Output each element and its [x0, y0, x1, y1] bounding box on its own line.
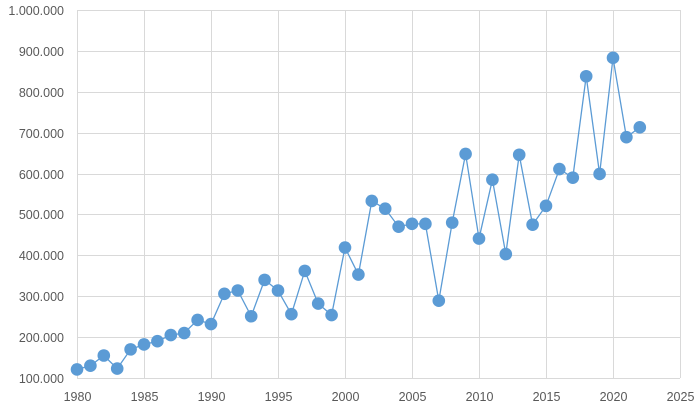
data-point — [70, 363, 84, 376]
data-point — [579, 69, 593, 83]
data-point — [593, 167, 606, 181]
data-point — [244, 309, 258, 323]
data-point — [218, 287, 231, 301]
data-point — [539, 199, 553, 213]
data-point — [378, 202, 392, 216]
data-point — [499, 247, 513, 261]
data-point — [512, 148, 526, 162]
x-tick-label: 1990 — [198, 390, 226, 404]
data-point — [459, 147, 472, 161]
data-point — [405, 217, 419, 231]
data-point — [445, 216, 459, 229]
data-point — [311, 297, 325, 310]
gridlines — [77, 10, 681, 379]
y-tick-label: 900.000 — [19, 45, 64, 59]
data-point — [472, 232, 486, 245]
data-point — [606, 51, 620, 65]
y-tick-label: 600.000 — [19, 168, 64, 182]
y-tick-label: 200.000 — [19, 331, 64, 345]
data-point — [191, 313, 204, 327]
x-tick-label: 2000 — [332, 390, 360, 404]
data-point — [553, 162, 566, 176]
x-tick-label: 1980 — [64, 390, 92, 404]
x-tick-label: 1995 — [265, 390, 293, 404]
y-tick-label: 300.000 — [19, 290, 64, 304]
data-point — [110, 362, 124, 375]
data-point — [124, 343, 137, 356]
y-tick-label: 1.000.000 — [8, 4, 64, 18]
data-point — [338, 241, 352, 254]
x-tick-label: 2020 — [600, 390, 628, 404]
y-tick-label: 500.000 — [19, 208, 64, 222]
data-point — [285, 307, 298, 321]
data-point — [486, 173, 499, 186]
data-point — [419, 217, 432, 231]
data-point — [392, 220, 405, 234]
data-point — [151, 334, 164, 348]
data-point — [620, 130, 633, 144]
data-point — [566, 171, 580, 184]
tick-labels: 100.000 200.000 300.000 400.000 500.000 600.0… — [8, 4, 694, 404]
y-tick-label: 400.000 — [19, 249, 64, 263]
data-point — [97, 349, 111, 362]
data-series — [70, 51, 647, 376]
data-point — [137, 338, 151, 351]
data-point — [231, 284, 245, 297]
x-tick-label: 1985 — [131, 390, 159, 404]
data-point — [271, 284, 285, 297]
y-tick-label: 100.000 — [19, 372, 64, 386]
data-point — [365, 194, 379, 208]
data-point — [432, 294, 446, 308]
data-point — [298, 264, 312, 278]
data-point — [204, 317, 218, 331]
data-point — [84, 359, 97, 373]
x-tick-label: 2015 — [533, 390, 561, 404]
x-tick-label: 2010 — [466, 390, 494, 404]
x-tick-label: 2005 — [399, 390, 427, 404]
y-tick-label: 700.000 — [19, 127, 64, 141]
data-point — [177, 326, 191, 340]
data-point — [258, 273, 271, 287]
x-tick-label: 2025 — [667, 390, 695, 404]
data-point — [352, 268, 365, 281]
data-point — [633, 121, 647, 134]
y-tick-label: 800.000 — [19, 86, 64, 100]
data-point — [164, 328, 178, 342]
axes — [77, 10, 680, 379]
data-point — [325, 308, 338, 322]
series-line — [76, 57, 641, 371]
data-point — [526, 218, 539, 231]
